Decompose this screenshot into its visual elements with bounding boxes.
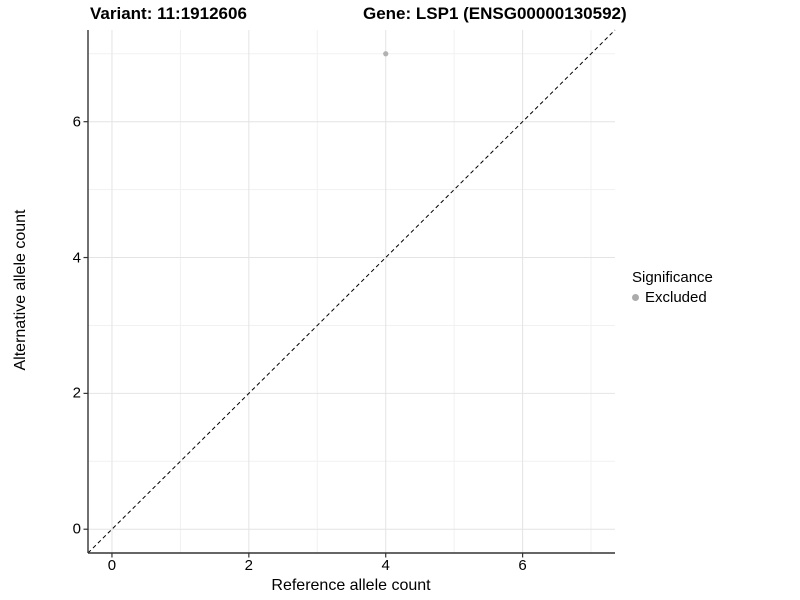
data-point-excluded	[383, 51, 389, 57]
plot-title-gene: Gene: LSP1 (ENSG00000130592)	[363, 4, 627, 23]
y-tick-label: 0	[72, 520, 81, 538]
plot-canvas	[83, 29, 616, 558]
plot-title-variant: Variant: 11:1912606	[90, 4, 247, 23]
x-tick-label: 4	[381, 557, 390, 574]
x-axis-title: Reference allele count	[271, 577, 431, 594]
excluded-point-icon	[632, 294, 639, 301]
plot-panel	[83, 29, 616, 558]
identity-reference-line	[87, 29, 616, 554]
x-tick-label: 6	[518, 557, 527, 574]
legend-item-label: Excluded	[645, 289, 707, 306]
y-tick-label: 2	[72, 384, 81, 402]
x-tick-label: 0	[107, 557, 117, 574]
legend-title: Significance	[632, 269, 713, 286]
y-axis-title: Alternative allele count	[12, 209, 29, 371]
legend: Significance Excluded	[632, 269, 713, 306]
y-tick-label: 6	[72, 113, 81, 131]
x-tick-label: 2	[244, 557, 253, 574]
y-tick-label: 4	[72, 249, 81, 267]
legend-item-excluded: Excluded	[632, 289, 713, 306]
